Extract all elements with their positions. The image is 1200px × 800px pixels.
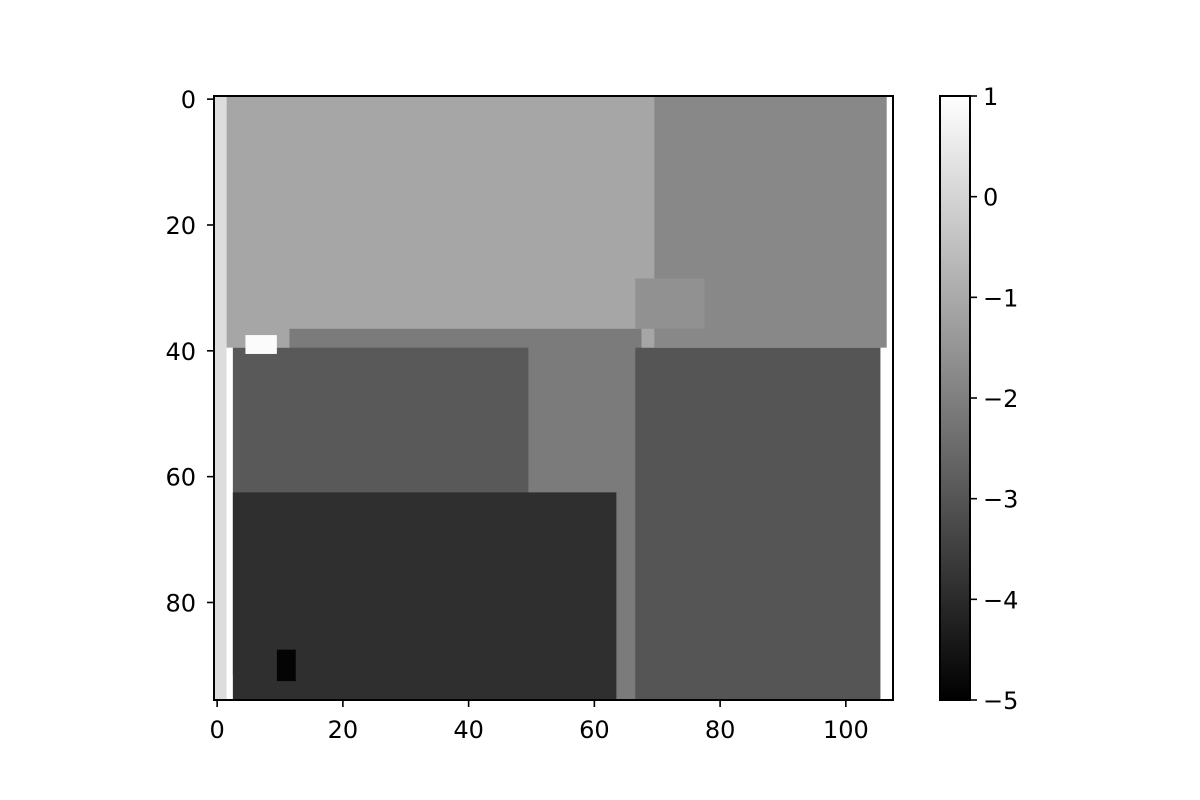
colorbar-tick-label: −1 <box>983 284 1018 312</box>
colorbar-tick-label: −2 <box>983 385 1018 413</box>
x-tick-label: 100 <box>823 716 869 744</box>
y-tick-label: 0 <box>181 86 196 114</box>
heatmap-region <box>232 492 617 700</box>
plot-frame <box>213 95 894 701</box>
y-tick-label: 80 <box>165 589 196 617</box>
x-tick-label: 60 <box>579 716 610 744</box>
x-tick-label: 40 <box>453 716 484 744</box>
y-tick-label: 40 <box>165 338 196 366</box>
colorbar-tick-label: −3 <box>983 486 1018 514</box>
heatmap-region <box>635 347 881 700</box>
colorbar-tick-label: −4 <box>983 586 1018 614</box>
colorbar-ticks: 1 0 −1 −2 −3 −4 −5 <box>970 83 1018 715</box>
x-tick-label: 0 <box>210 716 225 744</box>
x-tick-label: 80 <box>705 716 736 744</box>
colorbar-tick-label: 0 <box>983 184 998 212</box>
x-tick-label: 20 <box>328 716 359 744</box>
y-tick-label: 20 <box>165 212 196 240</box>
colorbar-tick-label: 1 <box>983 83 998 111</box>
heatmap-region <box>214 96 227 700</box>
colorbar-tick-label: −5 <box>983 687 1018 715</box>
colorbar: 1 0 −1 −2 −3 −4 −5 <box>939 83 1018 715</box>
x-axis: 0 20 40 60 80 100 <box>210 700 869 744</box>
heatmap-region <box>226 96 655 348</box>
heatmap-region <box>635 278 705 329</box>
colorbar-gradient <box>939 95 971 701</box>
heatmap-region <box>245 335 277 354</box>
heatmap-image <box>214 96 887 700</box>
y-axis: 0 20 40 60 80 <box>165 86 214 617</box>
heatmap-region <box>276 649 296 682</box>
y-tick-label: 60 <box>165 464 196 492</box>
